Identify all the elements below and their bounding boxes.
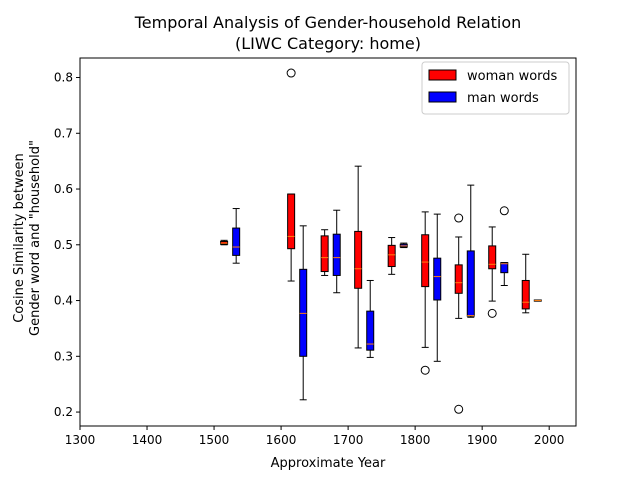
box-iqr [287, 193, 296, 250]
x-tick-label: 1900 [467, 433, 498, 447]
x-tick-label: 2000 [534, 433, 565, 447]
chart-title-line1: Temporal Analysis of Gender-household Re… [134, 13, 522, 32]
box-1-8 [533, 299, 542, 302]
box-iqr [488, 245, 497, 270]
y-axis-label-line2: Gender word and "household" [28, 140, 43, 336]
outlier-0 [286, 68, 296, 78]
box-iqr [387, 244, 396, 268]
box-iqr [354, 230, 363, 289]
x-tick-label: 1400 [132, 433, 163, 447]
legend-swatch-woman [428, 69, 457, 81]
box-1-0 [232, 208, 241, 264]
x-axis-label: Approximate Year [271, 456, 386, 471]
legend-label-man: man words [467, 91, 539, 106]
box-iqr [332, 233, 341, 276]
box-1-5 [433, 213, 442, 362]
y-tick-label: 0.7 [54, 126, 73, 140]
box-1-2 [332, 209, 341, 294]
box-0-8 [521, 253, 530, 314]
plot-frame [79, 57, 577, 427]
box-iqr [232, 227, 241, 256]
y-tick-label: 0.4 [54, 294, 73, 308]
legend-frame [421, 61, 570, 115]
x-tick-label: 1600 [266, 433, 297, 447]
box-0-4 [387, 237, 396, 275]
plot-area [220, 68, 542, 414]
box-iqr [466, 250, 475, 317]
outlier-0 [499, 206, 509, 216]
box-0-3 [354, 165, 363, 349]
y-tick-label: 0.5 [54, 238, 73, 252]
axes: 1300 1400 1500 1600 1700 1800 1900 2000 0.2 0.3 0.… [54, 57, 577, 447]
x-tick-label: 1300 [65, 433, 96, 447]
box-0-1 [286, 68, 296, 282]
box-0-5 [420, 211, 430, 375]
box-1-1 [299, 225, 308, 401]
legend-label-woman: woman words [467, 69, 558, 84]
box-0-6 [454, 213, 464, 414]
box-1-7 [499, 206, 509, 286]
box-0-0 [220, 239, 229, 246]
y-tick-label: 0.8 [54, 71, 73, 85]
box-iqr [320, 235, 329, 273]
y-tick-label: 0.2 [54, 405, 73, 419]
box-0-2 [320, 229, 329, 276]
x-tick-label: 1800 [400, 433, 431, 447]
box-iqr [454, 264, 463, 294]
y-tick-label: 0.3 [54, 349, 73, 363]
box-iqr [421, 234, 430, 288]
box-1-3 [366, 279, 375, 358]
x-tick-label: 1700 [333, 433, 364, 447]
outlier-0 [420, 365, 430, 375]
box-iqr [299, 268, 308, 357]
box-1-4 [399, 242, 408, 249]
outlier-1 [454, 404, 464, 414]
y-axis-label-line1: Cosine Similarity between [12, 153, 27, 323]
box-0-7 [487, 226, 497, 318]
box-iqr [433, 257, 442, 301]
box-iqr [500, 262, 509, 274]
x-tick-label: 1500 [199, 433, 230, 447]
box-iqr [521, 279, 530, 310]
box-iqr [366, 310, 375, 351]
y-tick-label: 0.6 [54, 182, 73, 196]
box-1-6 [466, 184, 475, 318]
legend-swatch-man [428, 91, 457, 103]
outlier-0 [454, 213, 464, 223]
chart-title-line2: (LIWC Category: home) [235, 34, 421, 53]
legend: woman words man words [421, 61, 570, 115]
outlier-0 [487, 308, 497, 318]
